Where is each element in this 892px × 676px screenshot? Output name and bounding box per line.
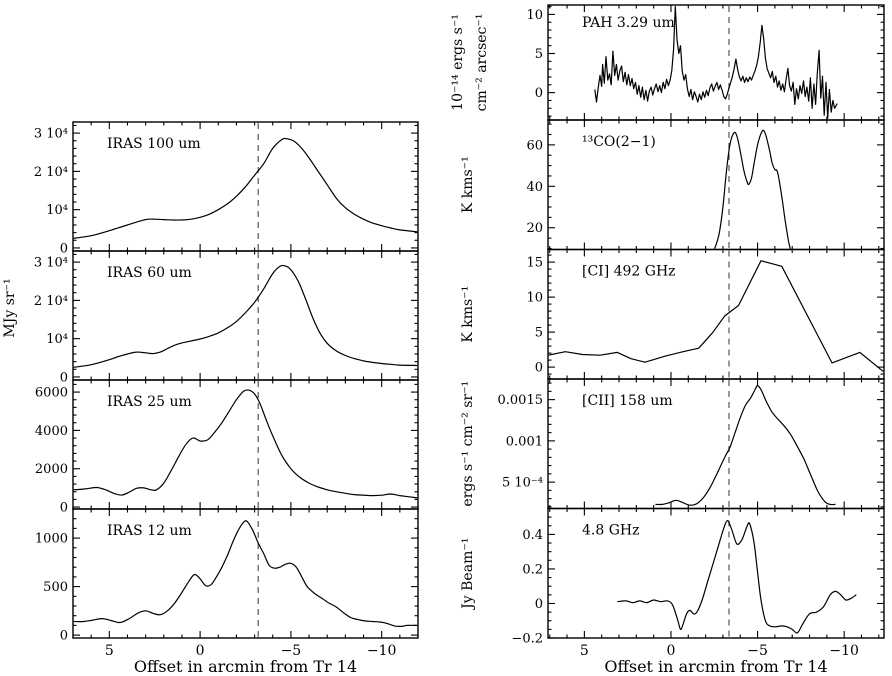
right-chart-column: 0 5 10 PAH 3.29 um 10⁻¹⁴ ergs s⁻¹ cm⁻² arcsec…: [450, 4, 885, 676]
y-tick-label: 5 10⁻⁴: [502, 476, 543, 491]
y-axis-label: ergs s⁻¹ cm⁻² sr⁻¹: [460, 381, 476, 507]
y-axis-label: K kms⁻¹: [460, 156, 476, 213]
y-axis-label: cm⁻² arcsec⁻¹: [474, 14, 490, 112]
y-tick-label: 4000: [35, 424, 68, 439]
panel-border: [547, 507, 885, 639]
panel-4-8-ghz: [547, 507, 885, 639]
panel-border: [72, 508, 419, 639]
y-tick-label: 10: [526, 8, 543, 23]
y-axis-label: 10⁻¹⁴ ergs s⁻¹: [450, 14, 466, 111]
y-tick-label: 6000: [35, 386, 68, 401]
data-curve: [73, 520, 418, 627]
y-tick-label: 3 10⁴: [34, 256, 68, 271]
x-tick-label: −10: [367, 643, 397, 659]
y-tick-label: 0: [535, 597, 543, 612]
y-tick-label: 0.4: [522, 528, 543, 543]
y-tick-label: 0.0015: [498, 393, 544, 408]
y-tick-label: 40: [526, 180, 543, 195]
x-tick-label: 0: [196, 643, 205, 659]
panel-title: IRAS 25 um: [107, 394, 192, 410]
y-tick-label: 0: [60, 501, 68, 516]
x-tick-label: −5: [281, 643, 302, 659]
x-tick-label: −10: [829, 643, 859, 659]
panel-title: IRAS 12 um: [107, 523, 192, 539]
y-tick-label: 2 10⁴: [34, 165, 68, 180]
x-axis-title: Offset in arcmin from Tr 14: [604, 657, 827, 676]
panel-title: PAH 3.29 um: [582, 15, 675, 31]
y-tick-label: 2000: [35, 462, 68, 477]
data-curve: [617, 520, 857, 634]
y-axis-label: K kms⁻¹: [460, 286, 476, 343]
data-curve: [73, 137, 418, 239]
y-axis-label: Jy Beam⁻¹: [460, 538, 476, 611]
panel-title: 4.8 GHz: [582, 523, 639, 539]
y-tick-label: 5: [535, 47, 543, 62]
x-tick-label: −5: [747, 643, 768, 659]
y-tick-label: −0.2: [511, 632, 543, 647]
panel-iras-12-um: [72, 508, 419, 639]
left-chart-column: 0 10⁴ 2 10⁴ 3 10⁴ IRAS 100 um 0 10⁴ 2 10⁴ 3 10⁴ I…: [2, 121, 419, 676]
data-curve: [73, 264, 418, 368]
y-tick-label: 0.001: [506, 434, 543, 449]
y-tick-label: 3 10⁴: [34, 127, 68, 142]
data-curve: [73, 389, 418, 499]
x-tick-label: 0: [667, 643, 676, 659]
y-tick-label: 2 10⁴: [34, 294, 68, 309]
y-tick-label: 10⁴: [46, 332, 68, 347]
x-tick-label: 5: [580, 643, 589, 659]
y-tick-label: 500: [43, 580, 68, 595]
panel-title: [CI] 492 GHz: [582, 264, 676, 280]
data-curve: [655, 384, 836, 506]
panel-title: IRAS 60 um: [107, 265, 192, 281]
y-tick-label: 0: [60, 629, 68, 644]
x-axis-title: Offset in arcmin from Tr 14: [134, 657, 357, 676]
y-tick-label: 0.2: [522, 562, 543, 577]
y-tick-label: 0: [535, 86, 543, 101]
y-tick-label: 0: [60, 370, 68, 385]
panel-title: ¹³CO(2−1): [582, 134, 656, 150]
y-tick-label: 60: [526, 138, 543, 153]
y-tick-label: 0: [60, 241, 68, 256]
data-curve: [548, 260, 884, 373]
y-tick-label: 0: [535, 361, 543, 376]
panel-title: [CII] 158 um: [582, 393, 673, 409]
y-tick-label: 20: [526, 221, 543, 236]
panel-title: IRAS 100 um: [107, 136, 201, 152]
x-tick-label: 5: [105, 643, 114, 659]
y-tick-label: 1000: [35, 532, 68, 547]
data-curve: [594, 6, 838, 119]
y-tick-label: 10: [526, 291, 543, 306]
y-tick-label: 10⁴: [46, 203, 68, 218]
y-axis-label: MJy sr⁻¹: [2, 278, 18, 337]
y-tick-label: 5: [535, 326, 543, 341]
y-tick-label: 15: [526, 256, 543, 271]
data-curve: [713, 129, 791, 249]
